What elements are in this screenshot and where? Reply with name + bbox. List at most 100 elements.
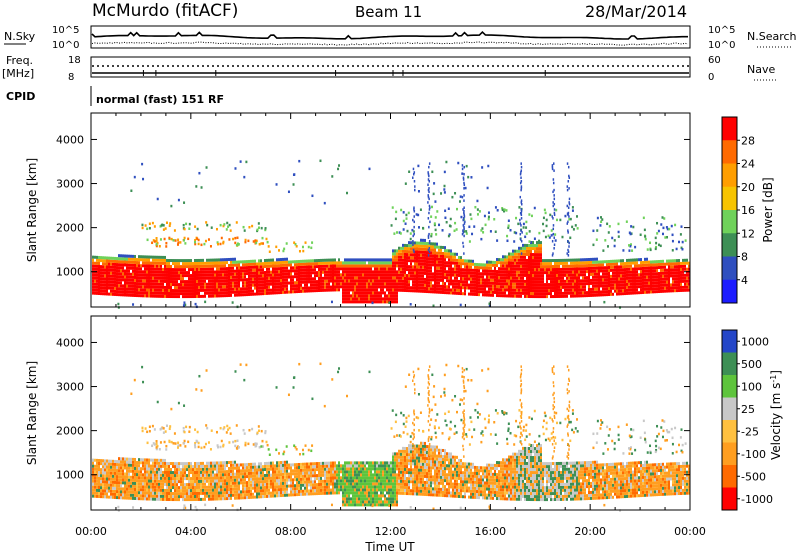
power-cell bbox=[300, 262, 302, 266]
power-cell bbox=[492, 269, 494, 273]
power-cell bbox=[392, 291, 394, 295]
power-cell bbox=[402, 279, 404, 283]
power-cell bbox=[152, 294, 154, 298]
power-cell bbox=[432, 242, 434, 246]
power-cell bbox=[676, 268, 678, 272]
power-cell bbox=[246, 272, 248, 276]
cpid-value: normal (fast) 151 RF bbox=[96, 93, 224, 106]
power-cell bbox=[680, 264, 682, 268]
power-cell bbox=[186, 265, 188, 269]
velocity-cell bbox=[152, 476, 154, 480]
velocity-cell bbox=[148, 488, 150, 492]
velocity-cell bbox=[100, 483, 102, 487]
power-cell bbox=[447, 234, 450, 238]
power-cell bbox=[550, 292, 552, 296]
power-cell bbox=[268, 276, 270, 280]
power-cell bbox=[290, 287, 292, 291]
power-cell bbox=[164, 227, 167, 230]
power-cell bbox=[644, 269, 646, 273]
power-cell bbox=[155, 244, 158, 248]
power-cell bbox=[108, 292, 110, 296]
power-cell bbox=[632, 282, 634, 286]
power-cell bbox=[96, 285, 98, 289]
power-cell bbox=[566, 285, 568, 289]
power-cell bbox=[514, 267, 516, 271]
power-cell bbox=[340, 267, 342, 271]
power-cell bbox=[162, 255, 164, 259]
power-cell bbox=[326, 264, 328, 268]
power-cell bbox=[604, 281, 606, 285]
power-cell bbox=[344, 300, 346, 304]
power-cell bbox=[220, 276, 222, 280]
power-cell bbox=[412, 248, 415, 252]
power-cell bbox=[526, 294, 528, 298]
power-cell bbox=[184, 280, 186, 284]
power-cell bbox=[604, 293, 606, 297]
power-cell bbox=[536, 271, 538, 275]
power-cell bbox=[158, 255, 160, 259]
power-cell bbox=[254, 280, 256, 284]
power-cell bbox=[568, 187, 570, 190]
power-cell bbox=[630, 273, 632, 277]
power-cell bbox=[546, 268, 548, 272]
power-cell bbox=[417, 226, 420, 229]
power-cell bbox=[138, 261, 140, 265]
power-cell bbox=[358, 270, 360, 274]
power-cell bbox=[452, 282, 454, 286]
power-cell bbox=[578, 273, 580, 277]
date-title: 28/Mar/2014 bbox=[585, 2, 687, 21]
power-cell bbox=[235, 243, 238, 247]
power-cell bbox=[518, 285, 520, 289]
power-cell bbox=[148, 270, 150, 274]
power-cell bbox=[447, 207, 450, 210]
power-cell bbox=[622, 271, 624, 275]
power-cell bbox=[212, 285, 214, 289]
power-cell bbox=[388, 279, 390, 283]
velocity-cell bbox=[154, 482, 156, 486]
power-cell bbox=[530, 280, 532, 284]
power-cell bbox=[464, 289, 466, 293]
power-cell bbox=[614, 283, 616, 287]
power-cell bbox=[594, 293, 596, 297]
power-cell bbox=[646, 272, 648, 276]
power-cell bbox=[286, 284, 288, 288]
power-cell bbox=[450, 270, 452, 274]
power-cell bbox=[672, 289, 674, 293]
power-cell bbox=[214, 294, 216, 298]
velocity-cell bbox=[112, 474, 114, 478]
power-cell bbox=[258, 289, 260, 293]
power-cell bbox=[224, 276, 226, 280]
power-cell bbox=[542, 229, 545, 233]
power-cell bbox=[442, 269, 444, 273]
power-cell bbox=[542, 280, 544, 284]
power-cell bbox=[350, 288, 352, 292]
power-cell bbox=[122, 257, 124, 261]
power-cell bbox=[482, 272, 484, 276]
power-cell bbox=[567, 165, 570, 169]
power-cell bbox=[598, 290, 600, 294]
power-cell bbox=[98, 288, 100, 292]
power-cell bbox=[364, 264, 366, 268]
power-cell bbox=[248, 262, 250, 266]
power-cell bbox=[278, 273, 280, 277]
power-cell bbox=[436, 269, 438, 273]
power-cell bbox=[178, 292, 180, 296]
power-cell bbox=[424, 259, 426, 263]
power-cell bbox=[530, 244, 532, 248]
power-cell bbox=[212, 291, 214, 295]
power-cell bbox=[456, 261, 458, 265]
power-cell bbox=[540, 241, 542, 245]
power-cell bbox=[319, 159, 322, 163]
power-cell bbox=[552, 271, 554, 275]
power-cell bbox=[132, 278, 134, 282]
power-cell bbox=[164, 270, 166, 274]
power-cell bbox=[470, 268, 472, 272]
power-cell bbox=[550, 286, 552, 290]
power-cell bbox=[572, 294, 574, 298]
power-cell bbox=[561, 235, 564, 239]
power-cell bbox=[130, 263, 132, 267]
power-cell bbox=[650, 263, 652, 267]
power-cell bbox=[504, 267, 506, 271]
velocity-cell bbox=[144, 476, 146, 480]
power-cell bbox=[190, 262, 192, 266]
